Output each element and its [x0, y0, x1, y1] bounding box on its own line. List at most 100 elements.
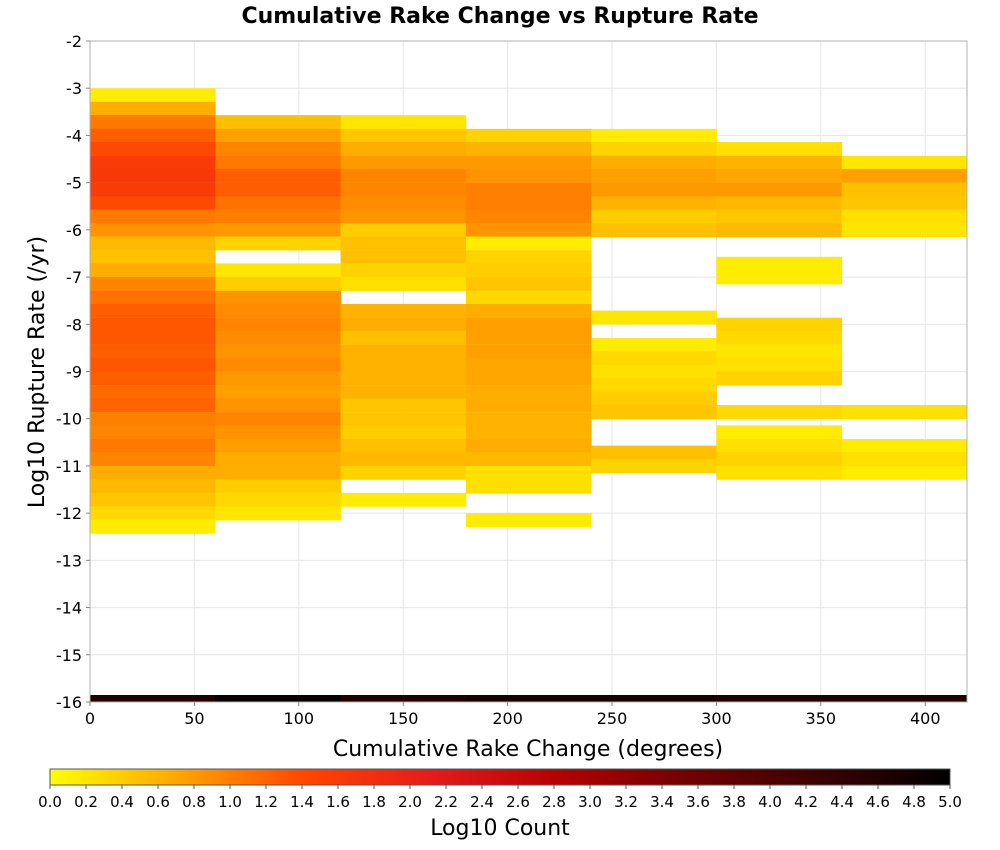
heatmap-cell: [591, 142, 717, 156]
x-tick-label: 400: [910, 709, 941, 728]
x-tick-label: 350: [806, 709, 837, 728]
heatmap-cell: [90, 88, 216, 103]
heatmap-cell: [90, 465, 216, 480]
x-tick-label: 200: [492, 709, 523, 728]
heatmap-cell-bottom: [716, 695, 843, 702]
colorbar: [49, 768, 951, 786]
heatmap-cell: [716, 223, 843, 238]
heatmap-cell: [340, 155, 467, 170]
heatmap-cell: [90, 101, 216, 116]
colorbar-tick-label: 3.4: [650, 793, 674, 811]
heatmap-cell: [591, 223, 717, 238]
heatmap-cell: [90, 398, 216, 413]
heatmap-cell: [591, 351, 717, 366]
heatmap-cell: [215, 142, 341, 156]
heatmap-cell: [716, 317, 843, 332]
heatmap-cell: [841, 405, 967, 419]
heatmap-cell: [591, 155, 717, 170]
heatmap-cell-bottom: [591, 695, 717, 702]
colorbar-tick-label: 3.0: [578, 793, 602, 811]
heatmap-cell: [841, 168, 967, 183]
heatmap-cell: [340, 277, 467, 291]
heatmap-cell: [215, 303, 341, 318]
heatmap-cell: [340, 357, 467, 372]
heatmap-cell: [591, 378, 717, 392]
x-tick-label: 50: [184, 709, 204, 728]
heatmap-cell: [215, 115, 341, 130]
heatmap-cell: [340, 465, 467, 480]
heatmap-cell: [90, 128, 216, 143]
heatmap-cell: [340, 168, 467, 183]
colorbar-tick-label: 4.0: [758, 793, 782, 811]
heatmap-cell: [465, 465, 592, 480]
heatmap-cell: [591, 391, 717, 406]
heatmap-cell: [340, 250, 467, 265]
heatmap-cell: [340, 182, 467, 197]
heatmap-cell: [591, 445, 717, 460]
heatmap-cell: [465, 263, 592, 278]
heatmap-cell: [340, 385, 467, 400]
y-tick-label: -3: [66, 79, 82, 98]
heatmap-cell: [215, 452, 341, 467]
heatmap-cell: [465, 277, 592, 291]
colorbar-ticks: 0.0 0.2 0.4 0.6 0.8 1.0 1.2 1.4 1.6 1.8 2.0 2.2 2.4 2…: [38, 785, 962, 811]
heatmap-cell: [716, 168, 843, 183]
heatmap-cell: [465, 385, 592, 400]
colorbar-tick-label: 2.4: [470, 793, 494, 811]
colorbar-tick-label: 4.2: [794, 793, 818, 811]
y-tick-label: -14: [56, 599, 82, 618]
colorbar-tick-label: 2.8: [542, 793, 566, 811]
heatmap-cell: [591, 459, 717, 474]
heatmap-cell: [465, 182, 592, 197]
y-tick-label: -8: [66, 315, 82, 334]
heatmap-cell: [90, 277, 216, 291]
heatmap-cell: [90, 142, 216, 156]
heatmap-cell: [215, 479, 341, 494]
heatmap-cell-bottom: [340, 695, 467, 702]
colorbar-tick-label: 4.6: [866, 793, 890, 811]
heatmap-cell: [215, 168, 341, 183]
heatmap-cell-bottom: [90, 695, 216, 702]
heatmap-cell: [340, 492, 467, 507]
x-tick-label: 250: [597, 709, 628, 728]
heatmap-cell: [90, 263, 216, 278]
y-tick-label: -10: [56, 410, 82, 429]
heatmap-cell: [465, 196, 592, 211]
heatmap-cell: [465, 425, 592, 440]
heatmap-cell: [841, 465, 967, 480]
heatmap-cell: [716, 439, 843, 453]
heatmap-cell: [841, 182, 967, 197]
heatmap-cell: [215, 439, 341, 453]
x-tick-label: 100: [284, 709, 315, 728]
heatmap-cell: [591, 182, 717, 197]
y-axis-label: Log10 Rupture Rate (/yr): [25, 236, 50, 508]
colorbar-tick-label: 4.8: [902, 793, 926, 811]
heatmap-cell: [90, 182, 216, 197]
colorbar-tick-label: 0.8: [182, 793, 206, 811]
heatmap-cell: [465, 168, 592, 183]
heatmap-cell: [465, 479, 592, 494]
heatmap-cell: [215, 290, 341, 305]
heatmap-cell: [716, 330, 843, 345]
y-tick-label: -13: [56, 551, 82, 570]
heatmap-cell: [215, 182, 341, 197]
heatmap-cell: [215, 492, 341, 507]
heatmap-cell: [215, 223, 341, 238]
heatmap-cell: [591, 364, 717, 379]
heatmap-cell: [90, 290, 216, 305]
x-axis-label: Cumulative Rake Change (degrees): [333, 737, 723, 762]
heatmap-cell: [90, 357, 216, 372]
heatmap-cell: [716, 182, 843, 197]
heatmap-cell: [215, 330, 341, 345]
heatmap-cell-bottom: [841, 695, 967, 702]
heatmap-cell: [716, 155, 843, 170]
heatmap-cell: [340, 330, 467, 345]
heatmap-cell: [90, 196, 216, 211]
heatmap-cells: [90, 88, 967, 702]
chart-title: Cumulative Rake Change vs Rupture Rate: [241, 4, 758, 29]
heatmap-cell: [90, 439, 216, 453]
colorbar-tick-label: 2.0: [398, 793, 422, 811]
heatmap-cell: [716, 344, 843, 359]
y-tick-label: -7: [66, 268, 82, 287]
